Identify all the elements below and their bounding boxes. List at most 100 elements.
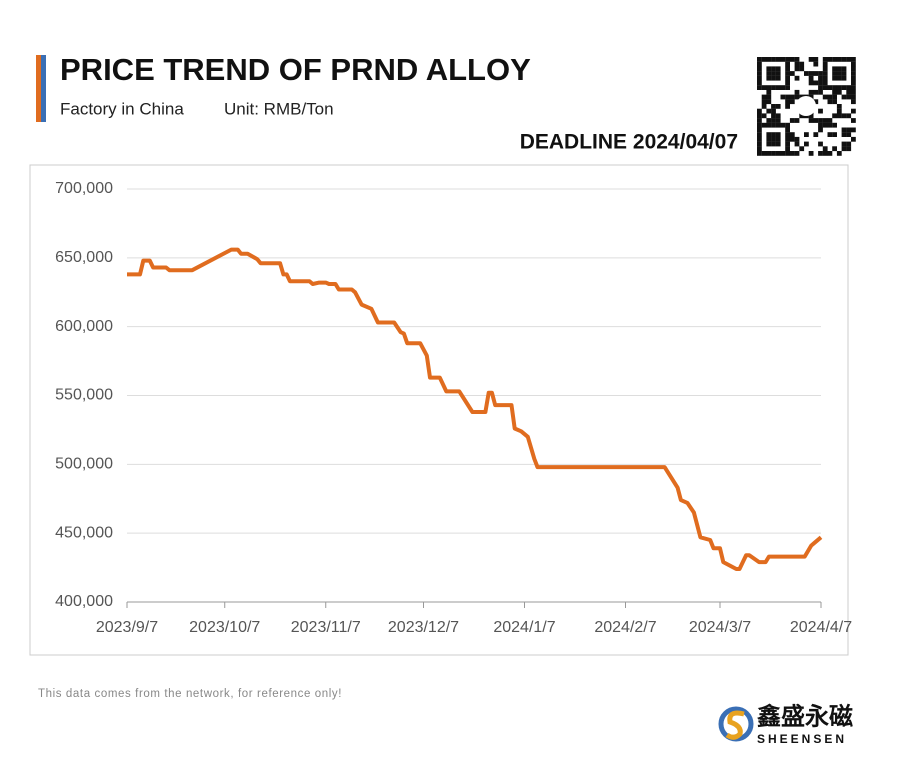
qr-cell <box>832 57 837 62</box>
qr-cell <box>789 94 795 100</box>
chart-title: PRICE TREND OF PRND ALLOY <box>60 52 531 87</box>
qr-cell <box>785 132 790 137</box>
qr-cell <box>775 66 781 72</box>
qr-cell <box>785 80 790 86</box>
qr-cell <box>827 99 833 105</box>
qr-cell <box>761 94 767 100</box>
qr-cell <box>789 57 795 62</box>
qr-cell <box>794 89 800 95</box>
title-accent <box>36 55 46 122</box>
qr-cell <box>846 89 852 95</box>
qr-cell <box>757 75 762 81</box>
qr-cell <box>818 127 823 133</box>
x-tick-label: 2023/10/7 <box>189 619 260 636</box>
qr-cell <box>822 61 828 67</box>
x-tick-label: 2023/11/7 <box>291 619 361 636</box>
qr-cell <box>771 118 776 123</box>
qr-code <box>757 57 856 156</box>
qr-cell <box>775 104 781 109</box>
qr-cell <box>851 61 856 67</box>
qr-cell <box>771 66 776 72</box>
qr-cell <box>851 57 856 62</box>
qr-cell <box>836 85 842 90</box>
qr-cell <box>841 57 847 62</box>
qr-cell <box>851 99 856 105</box>
qr-cell <box>822 94 828 100</box>
y-tick-label: 700,000 <box>55 180 113 197</box>
qr-cell <box>841 71 847 76</box>
qr-cell <box>827 122 833 128</box>
qr-cell <box>785 57 790 62</box>
qr-cell <box>818 141 823 147</box>
qr-cell <box>794 94 800 100</box>
qr-cell <box>761 151 767 156</box>
qr-cell <box>846 141 852 147</box>
qr-cell <box>771 132 776 137</box>
qr-cell <box>775 141 781 147</box>
qr-cell <box>818 122 823 128</box>
qr-cell <box>799 113 805 119</box>
qr-cell <box>789 132 795 137</box>
qr-cell <box>775 85 781 90</box>
qr-cell <box>780 57 786 62</box>
qr-cell <box>771 122 776 128</box>
y-tick-label: 550,000 <box>55 387 113 404</box>
qr-cell <box>832 122 837 128</box>
qr-cell <box>757 66 762 72</box>
x-tick-label: 2024/1/7 <box>493 619 555 636</box>
qr-cell <box>785 99 790 105</box>
qr-cell <box>766 122 772 128</box>
qr-cell <box>780 122 786 128</box>
qr-cell <box>766 75 772 81</box>
qr-cell <box>841 113 847 119</box>
qr-cell <box>775 132 781 137</box>
qr-cell <box>785 122 790 128</box>
qr-cell <box>785 141 790 147</box>
qr-cell <box>757 151 762 156</box>
qr-cell <box>766 89 772 95</box>
qr-cell <box>846 132 852 137</box>
qr-cell <box>785 127 790 133</box>
qr-cell <box>818 118 823 123</box>
qr-cell <box>841 141 847 147</box>
qr-cell <box>771 151 776 156</box>
qr-cell <box>794 141 800 147</box>
qr-cell <box>813 57 819 62</box>
qr-cell <box>785 71 790 76</box>
qr-cell <box>827 118 833 123</box>
qr-cell <box>785 136 790 142</box>
qr-cell <box>851 118 856 123</box>
qr-cell <box>761 99 767 105</box>
qr-cell <box>794 151 800 156</box>
qr-cell <box>794 61 800 67</box>
qr-cell <box>832 132 837 137</box>
qr-cell <box>822 75 828 81</box>
qr-cell <box>775 122 781 128</box>
deadline: DEADLINE 2024/04/07 <box>520 131 738 154</box>
qr-cell <box>775 57 781 62</box>
qr-cell <box>766 66 772 72</box>
x-tick-label: 2023/12/7 <box>388 619 459 636</box>
qr-cell <box>785 146 790 152</box>
qr-cell <box>836 57 842 62</box>
qr-cell <box>822 66 828 72</box>
qr-cell <box>813 61 819 67</box>
qr-cell <box>851 127 856 133</box>
y-tick-label: 600,000 <box>55 318 113 335</box>
qr-cell <box>789 99 795 105</box>
qr-cell <box>846 113 852 119</box>
brand-latin: SHEENSEN <box>757 732 847 746</box>
qr-cell <box>832 75 837 81</box>
qr-cell <box>836 104 842 109</box>
qr-cell <box>780 85 786 90</box>
qr-cell <box>771 57 776 62</box>
qr-cell <box>771 113 776 119</box>
plot: 400,000 450,000 500,000 550,000 600,000 650,0… <box>55 180 852 636</box>
qr-cell <box>804 71 809 76</box>
qr-cell <box>813 132 819 137</box>
qr-cell <box>813 80 819 86</box>
qr-cell <box>808 75 814 81</box>
qr-cell <box>827 85 833 90</box>
qr-cell <box>794 118 800 123</box>
y-tick-label: 400,000 <box>55 593 113 610</box>
